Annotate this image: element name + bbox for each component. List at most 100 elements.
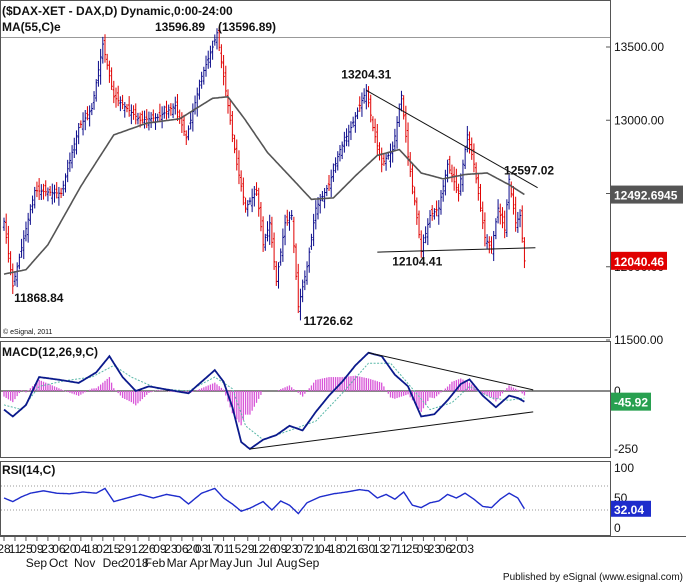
macd-title: MACD(12,26,9,C) xyxy=(2,345,98,359)
price-bar xyxy=(95,79,98,102)
price-bar xyxy=(88,105,91,127)
price-bar xyxy=(141,110,144,124)
price-bar xyxy=(187,125,190,141)
price-bar xyxy=(90,103,94,116)
x-axis-day-label: 09 xyxy=(153,542,167,556)
price-bar xyxy=(163,105,166,119)
macd-trendline xyxy=(368,352,534,391)
price-bar xyxy=(261,216,265,252)
x-axis-day-label: 09 xyxy=(417,542,431,556)
price-axis-label: 11500.00 xyxy=(614,333,663,347)
price-bar xyxy=(176,94,179,121)
price-annotation: 11868.84 xyxy=(14,291,64,305)
price-bar xyxy=(264,233,267,251)
price-bar xyxy=(55,182,58,199)
x-axis-day-label: 20 xyxy=(450,542,464,556)
x-axis-day-label: 02 xyxy=(340,542,354,556)
price-bar xyxy=(272,232,276,270)
price-bar xyxy=(235,139,238,171)
price-bar xyxy=(343,131,346,153)
x-axis-day-label: 23 xyxy=(285,542,299,556)
macd-panel-frame xyxy=(0,341,611,458)
price-bar xyxy=(182,114,186,136)
price-bar xyxy=(437,200,440,225)
rsi-badge-bg xyxy=(611,500,651,517)
price-bar xyxy=(411,162,414,195)
footer-credit: Published by eSignal (www.esignal.com) xyxy=(503,572,683,583)
x-axis-month-label: Sep xyxy=(26,556,48,570)
price-bar xyxy=(244,197,247,213)
price-axis-label: 13000.00 xyxy=(614,113,664,127)
price-bar xyxy=(474,162,478,184)
x-axis-day-label: 26 xyxy=(263,542,277,556)
price-bar xyxy=(169,103,173,116)
price-bar xyxy=(40,184,43,200)
price-bar xyxy=(404,105,408,143)
ma-value-label: (13596.89) xyxy=(218,20,276,34)
price-bar xyxy=(242,177,245,206)
price-bar xyxy=(97,60,100,87)
price-bar xyxy=(477,173,480,201)
price-bar xyxy=(26,212,30,243)
chart-title: ($DAX-XET - DAX,D) Dynamic,0:00-24:00 xyxy=(2,4,233,18)
price-bar xyxy=(59,187,63,199)
price-bar xyxy=(360,92,364,117)
price-bar xyxy=(191,103,195,132)
price-bar xyxy=(99,48,102,85)
price-bar xyxy=(75,130,78,155)
price-bar xyxy=(119,96,122,112)
price-bar xyxy=(207,50,210,69)
price-bar xyxy=(369,94,372,123)
last-price-badge-text: 12040.46 xyxy=(614,255,664,269)
price-bar xyxy=(185,130,188,146)
macd-line xyxy=(3,351,525,451)
price-bar xyxy=(84,109,87,131)
price-bar xyxy=(283,214,287,246)
price-bar xyxy=(329,169,333,198)
ma-value-badge-text: 12492.6945 xyxy=(614,189,678,203)
price-bar xyxy=(189,111,192,130)
price-bar xyxy=(134,103,137,125)
price-bar xyxy=(149,112,153,129)
price-bar xyxy=(7,225,10,263)
price-bar xyxy=(376,123,379,155)
price-bar xyxy=(336,151,339,171)
price-bar xyxy=(413,186,416,206)
x-axis-day-label: 04 xyxy=(74,542,88,556)
price-bar xyxy=(198,79,201,100)
price-bar xyxy=(224,65,227,97)
price-bar xyxy=(222,54,225,86)
price-bar xyxy=(316,197,320,220)
price-annotation: 12104.41 xyxy=(392,254,442,268)
x-axis-day-label: 29 xyxy=(241,542,255,556)
price-bar xyxy=(220,44,223,69)
x-axis-day-label: 20 xyxy=(63,542,77,556)
price-bar xyxy=(422,234,425,261)
price-bar xyxy=(483,212,487,247)
x-axis-day-label: 11 xyxy=(395,542,408,556)
price-layer: 13204.31 12597.02 12104.41 11868.84 11726.62… xyxy=(1,26,683,347)
price-bar xyxy=(305,261,309,285)
x-axis-month-label: Dec xyxy=(103,556,124,570)
price-bar xyxy=(292,216,296,254)
price-annotation: 13204.31 xyxy=(341,67,391,81)
price-bar xyxy=(101,36,105,64)
price-bar xyxy=(31,195,34,214)
price-bar xyxy=(356,107,359,120)
price-bar xyxy=(259,202,263,232)
price-bar xyxy=(303,270,307,291)
price-bar xyxy=(103,34,107,63)
last-high-label: 13596.89 xyxy=(155,20,205,34)
price-bar xyxy=(125,104,129,113)
price-annotation: 11726.62 xyxy=(304,314,354,328)
price-bar xyxy=(518,209,522,228)
price-bar xyxy=(290,210,293,221)
x-axis-month-label: Oct xyxy=(49,556,68,570)
price-bar xyxy=(64,173,67,193)
price-bar xyxy=(68,152,72,172)
ma-label: MA(55,C)e xyxy=(2,20,61,34)
x-axis-day-label: 25 xyxy=(406,542,420,556)
x-axis-day-label: 04 xyxy=(318,542,332,556)
x-axis-day-label: 03 xyxy=(461,542,475,556)
price-bar xyxy=(167,104,170,119)
